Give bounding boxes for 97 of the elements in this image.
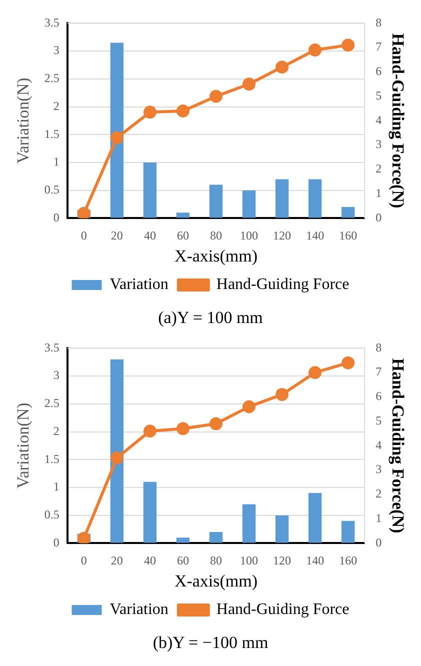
y2-tick-label: 2	[376, 486, 382, 501]
x-axis-title: X-axis(mm)	[174, 571, 258, 590]
y2-tick-label: 3	[376, 137, 382, 152]
x-tick-label: 80	[210, 554, 222, 568]
y-tick-label: 3.5	[44, 340, 60, 354]
bar	[308, 179, 322, 218]
y-tick-label: 3	[53, 368, 60, 382]
x-tick-label: 160	[339, 228, 358, 243]
x-tick-label: 100	[240, 554, 258, 568]
point	[342, 356, 355, 370]
bar	[176, 538, 190, 543]
y-tick-label: 0.5	[44, 182, 60, 196]
point	[176, 422, 190, 436]
bar	[242, 190, 256, 218]
bar	[275, 515, 289, 543]
point	[143, 424, 156, 438]
y-tick-label: 3.5	[44, 15, 60, 30]
y-tick-label: 1.5	[44, 452, 60, 466]
y-tick-label: 1	[53, 154, 60, 169]
y2-axis-title: Hand-Guiding Force(N)	[388, 358, 408, 534]
point	[276, 388, 289, 402]
x-tick-label: 0	[80, 554, 87, 568]
bar	[110, 42, 124, 218]
point	[110, 131, 124, 144]
point	[110, 451, 124, 464]
y-axis-title: Variation(N)	[14, 78, 33, 164]
y-tick-label: 1	[53, 480, 60, 494]
y2-tick-label: 3	[376, 462, 382, 476]
y2-tick-label: 4	[376, 438, 382, 452]
x-tick-label: 20	[110, 228, 123, 243]
x-tick-label: 0	[80, 228, 87, 243]
legend-label: Hand-Guiding Force	[216, 276, 350, 294]
point	[210, 417, 222, 430]
x-tick-label: 140	[306, 228, 324, 243]
legend-label: Hand-Guiding Force	[216, 601, 350, 618]
y2-tick-label: 5	[376, 88, 382, 102]
legend-label: Variation	[110, 601, 168, 618]
y2-tick-label: 7	[376, 364, 382, 379]
y2-tick-label: 0	[376, 210, 382, 224]
bar	[176, 212, 190, 218]
y-tick-label: 0	[53, 535, 60, 550]
y2-tick-label: 6	[376, 389, 382, 404]
bar	[341, 207, 355, 218]
x-tick-label: 120	[273, 554, 292, 568]
y2-tick-label: 2	[376, 162, 382, 176]
y-tick-label: 2.5	[44, 71, 60, 86]
y2-tick-label: 7	[376, 40, 382, 54]
x-tick-label: 120	[273, 228, 292, 243]
x-tick-label: 60	[176, 228, 189, 243]
bar	[275, 179, 289, 218]
y2-tick-label: 1	[376, 510, 382, 525]
point	[342, 38, 355, 52]
point	[176, 104, 190, 118]
y2-axis-title: Hand-Guiding Force(N)	[388, 33, 408, 208]
y2-tick-label: 4	[376, 112, 382, 127]
y2-tick-label: 8	[376, 340, 382, 354]
bar	[341, 520, 355, 543]
y2-tick-label: 5	[376, 413, 382, 428]
x-tick-label: 160	[339, 554, 358, 568]
x-tick-label: 40	[144, 228, 156, 243]
y-tick-label: 2	[53, 98, 60, 113]
y2-tick-label: 6	[376, 64, 382, 78]
bar	[110, 359, 124, 543]
x-tick-label: 80	[210, 228, 222, 243]
y-tick-label: 3	[53, 43, 60, 58]
point	[276, 60, 289, 74]
x-tick-label: 100	[240, 228, 258, 243]
text: (a)Y = 100 mm	[157, 307, 264, 329]
y2-tick-label: 8	[376, 15, 382, 30]
point	[242, 400, 256, 414]
point	[77, 206, 90, 218]
point	[210, 90, 222, 103]
y-axis-title: Variation(N)	[14, 402, 33, 489]
x-tick-label: 140	[306, 554, 324, 568]
bar	[143, 162, 157, 218]
bar	[209, 184, 223, 218]
bar	[242, 504, 256, 543]
bar	[143, 482, 157, 543]
point	[308, 366, 322, 380]
x-tick-label: 40	[144, 554, 156, 568]
y-tick-label: 1.5	[44, 126, 60, 141]
bar	[308, 493, 322, 543]
y2-tick-label: 1	[376, 186, 382, 200]
x-tick-label: 60	[176, 554, 189, 568]
x-axis-title: X-axis(mm)	[174, 246, 258, 266]
bar	[209, 532, 223, 543]
legend-label: Variation	[110, 276, 168, 294]
text: (b)Y = −100 mm	[152, 632, 270, 654]
point	[143, 106, 156, 119]
point	[308, 44, 322, 57]
y2-tick-label: 0	[376, 535, 382, 550]
y-tick-label: 2.5	[44, 396, 60, 410]
point	[242, 78, 256, 91]
y-tick-label: 0	[53, 210, 60, 224]
x-tick-label: 20	[110, 554, 123, 568]
y-tick-label: 0.5	[44, 508, 60, 522]
y-tick-label: 2	[53, 424, 60, 438]
